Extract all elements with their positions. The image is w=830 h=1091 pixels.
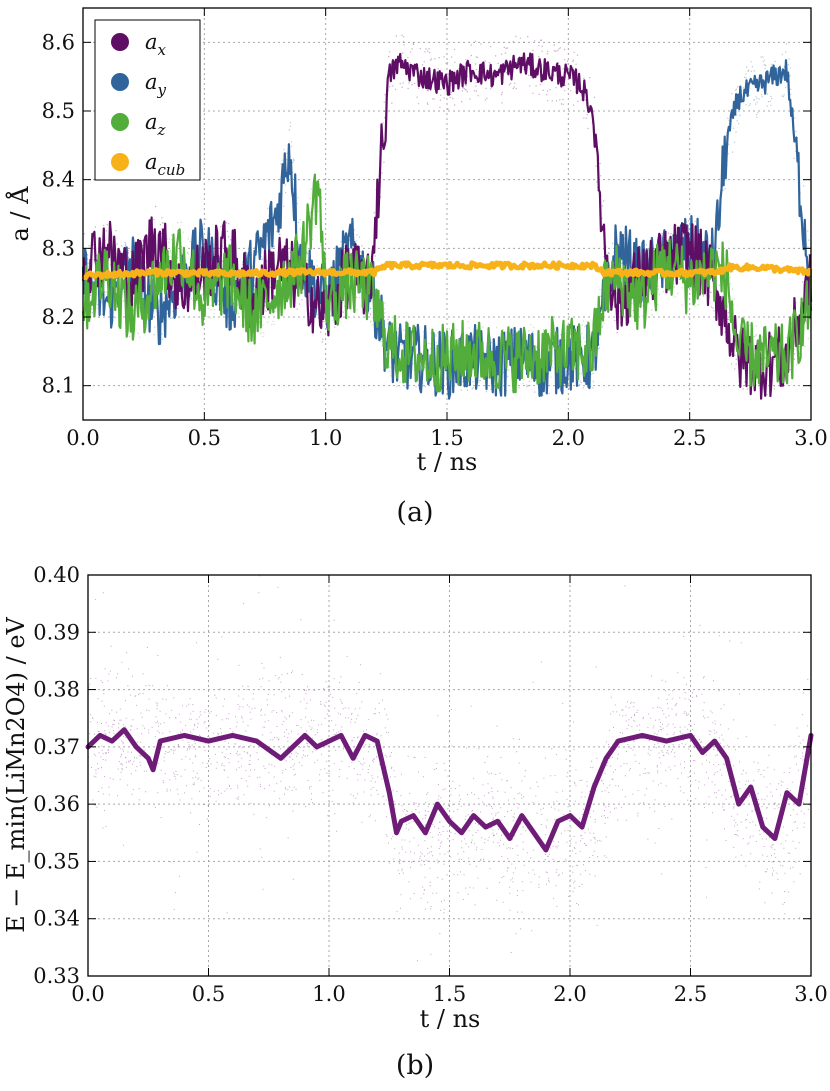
b-y-tick-label: 0.36 bbox=[33, 792, 80, 816]
b-panel-label: (b) bbox=[396, 1050, 434, 1081]
a-ticks: 0.0 0.5 1.0 1.5 2.0 2.5 3.0 8.1 8.2 8.3 8.4 8.5 8.6 bbox=[42, 8, 828, 450]
b-y-tick-label: 0.35 bbox=[33, 849, 80, 873]
legend-marker-ay bbox=[111, 73, 129, 91]
series-energy-smoothed bbox=[85, 727, 814, 853]
b-y-tick-label: 0.39 bbox=[33, 620, 80, 644]
b-x-tick-label: 2.5 bbox=[674, 982, 707, 1006]
b-x-tick-label: 0.0 bbox=[71, 982, 104, 1006]
b-series-lines bbox=[85, 727, 814, 853]
b-y-tick-label: 0.33 bbox=[33, 964, 80, 988]
a-legend: ax ay az acub bbox=[94, 19, 201, 181]
a-x-tick-label: 3.0 bbox=[794, 426, 827, 450]
legend-marker-ax bbox=[111, 33, 129, 51]
b-ticks: 0.0 0.5 1.0 1.5 2.0 2.5 3.0 0.33 0.34 0.35 0.36 0.3… bbox=[33, 563, 827, 1006]
b-x-tick-label: 2.0 bbox=[553, 982, 586, 1006]
a-y-tick-label: 8.6 bbox=[42, 30, 75, 54]
a-y-tick-label: 8.1 bbox=[42, 374, 75, 398]
legend-label-ax: ax bbox=[145, 30, 167, 59]
a-panel-label: (a) bbox=[396, 497, 433, 528]
a-x-tick-label: 0.5 bbox=[188, 426, 221, 450]
b-y-tick-label: 0.40 bbox=[33, 563, 80, 587]
b-grid bbox=[88, 575, 811, 976]
b-y-tick-label: 0.34 bbox=[33, 907, 80, 931]
legend-marker-az bbox=[111, 113, 129, 131]
legend-label-az: az bbox=[145, 110, 166, 139]
b-x-tick-label: 1.0 bbox=[312, 982, 345, 1006]
a-y-tick-label: 8.3 bbox=[42, 236, 75, 260]
legend-label-acub: acub bbox=[145, 150, 185, 179]
a-y-axis-label: a / Å bbox=[5, 186, 34, 242]
a-y-tick-label: 8.5 bbox=[42, 99, 75, 123]
b-y-axis-label: E − E_min(LiMn2O4) / eV bbox=[2, 616, 30, 932]
a-x-tick-label: 2.5 bbox=[673, 426, 706, 450]
a-x-tick-label: 0.0 bbox=[66, 426, 99, 450]
b-x-axis-label: t / ns bbox=[420, 1005, 481, 1033]
a-x-tick-label: 1.0 bbox=[309, 426, 342, 450]
a-y-tick-label: 8.2 bbox=[42, 305, 75, 329]
legend-marker-acub bbox=[111, 153, 129, 171]
a-x-axis-label: t / ns bbox=[417, 448, 478, 476]
b-y-tick-label: 0.38 bbox=[33, 678, 80, 702]
a-series-lines bbox=[81, 52, 813, 400]
chart-panel-b: 0.0 0.5 1.0 1.5 2.0 2.5 3.0 0.33 0.34 0.35 0.36 0.3… bbox=[2, 563, 828, 1081]
b-x-tick-label: 3.0 bbox=[794, 982, 827, 1006]
series-ax bbox=[81, 52, 813, 400]
b-x-tick-label: 0.5 bbox=[192, 982, 225, 1006]
series-acub bbox=[81, 260, 813, 281]
legend-label-ay: ay bbox=[145, 70, 167, 99]
a-y-tick-label: 8.4 bbox=[42, 168, 75, 192]
a-x-tick-label: 2.0 bbox=[552, 426, 585, 450]
b-y-tick-label: 0.37 bbox=[33, 735, 80, 759]
b-x-tick-label: 1.5 bbox=[433, 982, 466, 1006]
series-az bbox=[81, 173, 813, 394]
a-x-tick-label: 1.5 bbox=[430, 426, 463, 450]
chart-panel-a: 0.0 0.5 1.0 1.5 2.0 2.5 3.08.18.28.38.48.58.6 … bbox=[5, 7, 828, 528]
